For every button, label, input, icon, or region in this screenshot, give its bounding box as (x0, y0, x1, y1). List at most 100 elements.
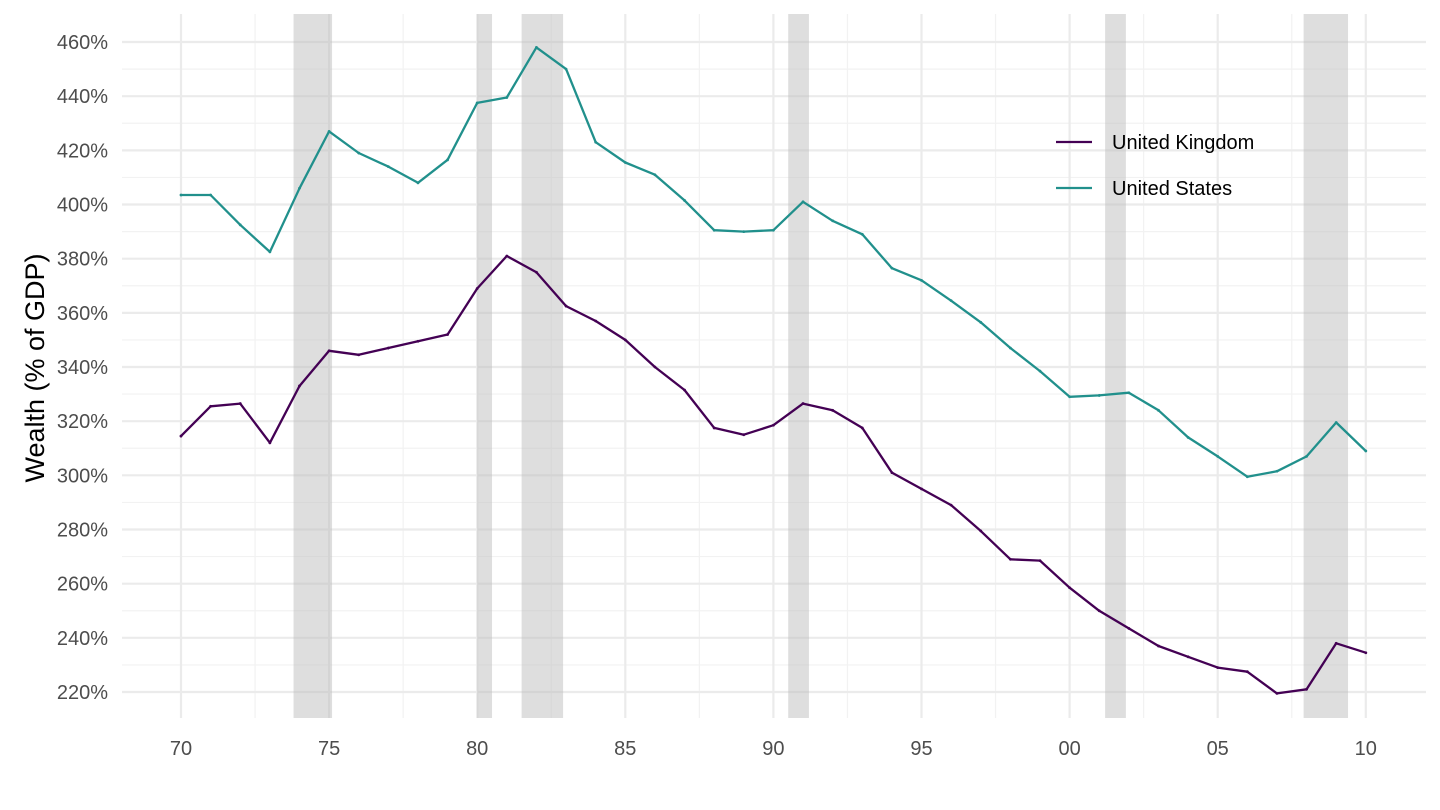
data-point-united-states (831, 219, 835, 223)
data-point-united-kingdom (505, 254, 509, 258)
data-point-united-kingdom (446, 333, 449, 336)
y-axis-title: Wealth (% of GDP) (20, 253, 50, 482)
data-point-united-states (1157, 408, 1160, 412)
data-point-united-states (564, 67, 568, 71)
data-point-united-states (1038, 369, 1042, 373)
data-point-united-kingdom (860, 426, 864, 430)
recession-band (293, 14, 333, 718)
data-point-united-kingdom (1275, 691, 1279, 695)
data-point-united-kingdom (594, 319, 598, 323)
recession-bands (293, 14, 1349, 718)
data-point-united-states (712, 228, 716, 232)
x-tick-label: 05 (1207, 738, 1229, 760)
data-point-united-states (920, 278, 923, 282)
y-tick-label: 420% (57, 140, 108, 162)
data-point-united-states (949, 299, 953, 303)
data-point-united-states (742, 230, 746, 233)
data-point-united-states (416, 181, 420, 185)
data-point-united-states (238, 223, 242, 227)
y-tick-label: 440% (57, 86, 108, 108)
data-point-united-states (1245, 475, 1249, 479)
data-point-united-kingdom (475, 287, 479, 290)
y-tick-label: 380% (57, 249, 108, 271)
data-point-united-kingdom (535, 270, 538, 274)
x-axis-tick-labels: 70 75 80 85 90 95 00 05 10 (170, 738, 1377, 760)
y-tick-label: 360% (57, 303, 108, 325)
data-point-united-states (327, 129, 331, 133)
y-tick-label: 260% (57, 574, 108, 596)
data-point-united-kingdom (1245, 670, 1249, 674)
data-point-united-kingdom (1186, 655, 1190, 659)
data-point-united-kingdom (327, 349, 331, 353)
data-point-united-states (505, 96, 509, 99)
data-point-united-kingdom (298, 384, 301, 388)
data-point-united-states (1068, 395, 1071, 399)
x-tick-label: 10 (1355, 738, 1377, 760)
y-tick-label: 340% (57, 357, 108, 379)
data-point-united-states (860, 232, 864, 236)
data-point-united-kingdom (1216, 666, 1220, 670)
y-tick-label: 300% (57, 465, 108, 487)
y-tick-label: 400% (57, 195, 108, 217)
data-point-united-kingdom (772, 423, 775, 427)
data-point-united-kingdom (1157, 644, 1160, 648)
data-point-united-kingdom (1008, 557, 1012, 561)
data-point-united-kingdom (416, 339, 420, 343)
data-point-united-kingdom (742, 433, 746, 437)
data-point-united-states (209, 193, 213, 197)
data-point-united-kingdom (920, 487, 923, 491)
legend-label: United States (1112, 178, 1232, 200)
data-point-united-states (475, 101, 479, 105)
recession-band (788, 14, 809, 718)
data-point-united-states (890, 266, 894, 270)
data-point-united-states (357, 151, 361, 155)
data-point-united-kingdom (564, 304, 568, 308)
data-point-united-states (1097, 394, 1101, 397)
data-point-united-kingdom (1068, 586, 1071, 590)
data-point-united-states (653, 173, 657, 177)
data-point-united-states (623, 161, 627, 164)
recession-band (477, 14, 493, 718)
recession-band (1105, 14, 1126, 718)
data-point-united-states (801, 200, 805, 204)
series-lines (179, 46, 1368, 695)
data-point-united-kingdom (268, 441, 272, 445)
data-point-united-states (772, 228, 775, 232)
data-point-united-kingdom (653, 365, 657, 369)
data-point-united-kingdom (801, 402, 805, 405)
data-point-united-kingdom (1127, 626, 1131, 630)
data-point-united-kingdom (683, 388, 686, 392)
recession-band (521, 14, 564, 718)
data-point-united-states (1186, 436, 1190, 439)
data-point-united-states (1216, 454, 1220, 458)
data-point-united-states (446, 158, 449, 162)
data-point-united-states (979, 320, 983, 324)
data-point-united-states (1334, 421, 1338, 424)
y-tick-label: 460% (57, 32, 108, 54)
data-point-united-states (298, 186, 301, 190)
data-point-united-states (1275, 469, 1279, 473)
data-point-united-kingdom (1097, 609, 1101, 613)
data-point-united-states (1305, 454, 1308, 458)
data-point-united-kingdom (1305, 687, 1308, 691)
data-point-united-states (268, 250, 272, 254)
x-tick-label: 80 (466, 738, 488, 760)
data-point-united-kingdom (386, 346, 390, 350)
data-point-united-kingdom (949, 503, 953, 507)
data-point-united-states (594, 140, 598, 144)
data-point-united-kingdom (831, 408, 835, 412)
data-point-united-states (535, 46, 538, 49)
data-point-united-kingdom (979, 529, 983, 533)
data-point-united-states (1008, 346, 1012, 350)
data-point-united-kingdom (209, 404, 213, 408)
x-tick-label: 85 (614, 738, 636, 760)
recession-band (1303, 14, 1349, 718)
x-tick-label: 95 (910, 738, 932, 760)
legend-label: United Kingdom (1112, 132, 1254, 154)
y-tick-label: 320% (57, 411, 108, 433)
data-point-united-states (1364, 449, 1368, 453)
data-point-united-kingdom (238, 402, 242, 405)
x-tick-label: 75 (318, 738, 340, 760)
data-point-united-kingdom (890, 471, 894, 475)
